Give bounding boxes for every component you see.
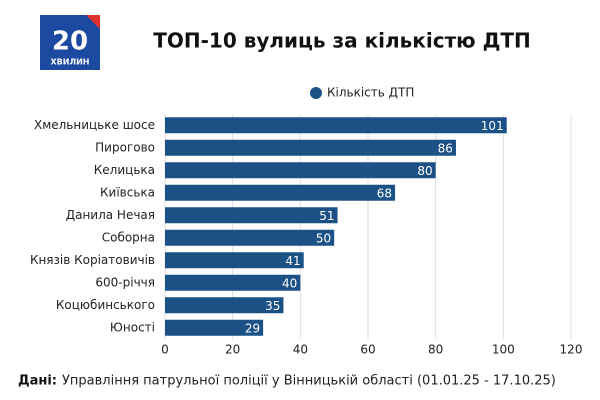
legend-label: Кількість ДТП <box>327 86 414 100</box>
value-label: 41 <box>285 254 300 268</box>
bar <box>165 139 456 156</box>
bar <box>165 184 396 201</box>
x-tick-label: 80 <box>428 343 443 357</box>
value-label: 101 <box>481 119 504 133</box>
value-label: 86 <box>438 141 453 155</box>
source-label: Дані: <box>18 374 57 389</box>
bar <box>165 252 304 269</box>
bar <box>165 162 436 179</box>
bar <box>165 274 301 291</box>
value-label: 80 <box>417 164 432 178</box>
bar <box>165 319 264 336</box>
legend-marker <box>310 87 322 99</box>
logo-number: 20 <box>52 27 88 57</box>
x-tick-label: 20 <box>225 343 240 357</box>
bar <box>165 229 335 246</box>
y-tick-label: Данила Нечая <box>66 208 155 222</box>
value-label: 50 <box>316 231 331 245</box>
y-tick-label: Коцюбинського <box>56 298 155 312</box>
value-label: 40 <box>282 276 297 290</box>
logo-text: ХВИЛИН <box>51 58 90 67</box>
y-tick-label: Київська <box>100 185 155 199</box>
x-tick-label: 40 <box>293 343 308 357</box>
value-label: 35 <box>265 299 280 313</box>
y-tick-label: Юності <box>110 320 155 334</box>
y-tick-label: Князів Коріатовичів <box>30 253 155 267</box>
chart-title: ТОП-10 вулиць за кількістю ДТП <box>153 29 531 53</box>
y-tick-label: Соборна <box>102 230 155 244</box>
y-tick-label: Келицька <box>94 163 155 177</box>
x-tick-label: 60 <box>360 343 375 357</box>
value-label: 68 <box>377 186 392 200</box>
y-tick-label: 600-річчя <box>95 275 155 289</box>
y-tick-label: Пирогово <box>95 140 155 154</box>
bar <box>165 207 338 224</box>
bar <box>165 117 507 134</box>
x-tick-label: 120 <box>560 343 583 357</box>
x-tick-label: 0 <box>161 343 169 357</box>
value-label: 51 <box>319 209 334 223</box>
value-label: 29 <box>245 321 260 335</box>
bar <box>165 297 284 314</box>
x-tick-label: 100 <box>492 343 515 357</box>
logo-corner <box>86 15 100 29</box>
source: Управління патрульної поліції у Вінницьк… <box>62 374 556 389</box>
logo-box <box>40 15 100 70</box>
y-tick-label: Хмельницьке шосе <box>34 118 155 132</box>
